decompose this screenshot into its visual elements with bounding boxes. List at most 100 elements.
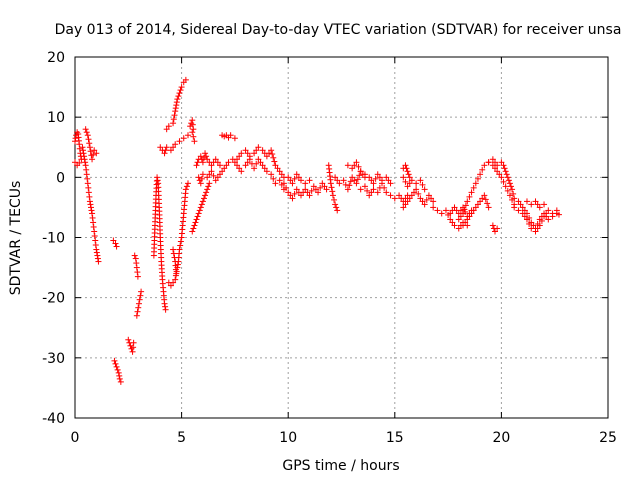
data-point bbox=[302, 180, 309, 187]
data-point bbox=[205, 183, 212, 190]
data-point bbox=[234, 156, 241, 163]
data-point bbox=[89, 214, 96, 221]
data-point bbox=[93, 246, 100, 253]
data-point bbox=[404, 198, 411, 205]
data-point bbox=[231, 135, 238, 142]
data-point bbox=[272, 180, 279, 187]
data-point bbox=[133, 260, 140, 267]
data-point bbox=[204, 156, 211, 163]
data-point bbox=[197, 153, 204, 160]
data-point bbox=[536, 204, 543, 211]
data-point bbox=[474, 201, 481, 208]
data-point bbox=[332, 201, 339, 208]
data-point bbox=[349, 165, 356, 172]
data-point bbox=[242, 147, 249, 154]
data-point bbox=[197, 204, 204, 211]
data-point bbox=[137, 292, 144, 299]
data-point bbox=[421, 201, 428, 208]
data-point bbox=[133, 312, 140, 319]
data-point bbox=[368, 189, 375, 196]
data-point bbox=[374, 171, 381, 178]
data-point bbox=[199, 159, 206, 166]
data-point bbox=[183, 183, 190, 190]
data-point bbox=[130, 344, 137, 351]
data-point bbox=[134, 273, 141, 280]
data-point bbox=[366, 174, 373, 181]
data-point bbox=[481, 192, 488, 199]
data-point bbox=[178, 84, 185, 91]
data-point bbox=[498, 159, 505, 166]
data-point bbox=[494, 162, 501, 169]
data-point bbox=[136, 296, 143, 303]
data-point bbox=[176, 90, 183, 97]
data-point bbox=[236, 153, 243, 160]
data-point bbox=[85, 189, 92, 196]
data-point bbox=[308, 187, 315, 194]
data-point bbox=[406, 180, 413, 187]
data-point bbox=[366, 192, 373, 199]
data-point bbox=[174, 96, 181, 103]
data-point bbox=[351, 162, 358, 169]
data-point bbox=[434, 207, 441, 214]
data-point bbox=[408, 177, 415, 184]
data-point bbox=[167, 147, 174, 154]
data-point bbox=[405, 171, 412, 178]
data-point bbox=[154, 174, 161, 181]
data-point bbox=[82, 159, 89, 166]
data-point bbox=[115, 369, 122, 376]
data-point bbox=[462, 219, 469, 226]
data-point bbox=[94, 255, 101, 262]
data-point bbox=[72, 159, 78, 166]
data-point bbox=[171, 112, 178, 119]
data-point bbox=[113, 243, 120, 250]
data-point bbox=[176, 138, 183, 145]
data-point bbox=[170, 250, 177, 257]
y-tick-label: 10 bbox=[47, 110, 65, 126]
data-point bbox=[502, 183, 509, 190]
data-point bbox=[285, 174, 292, 181]
data-point bbox=[76, 159, 83, 166]
data-point bbox=[368, 177, 375, 184]
data-point bbox=[85, 136, 92, 143]
data-point bbox=[133, 264, 140, 271]
data-point bbox=[402, 178, 409, 185]
data-point bbox=[274, 165, 281, 172]
data-point bbox=[413, 186, 420, 193]
data-point bbox=[344, 186, 351, 193]
data-point bbox=[545, 207, 552, 214]
data-point bbox=[306, 192, 313, 199]
data-point bbox=[189, 129, 196, 136]
data-point bbox=[291, 175, 298, 182]
data-point bbox=[134, 269, 141, 276]
data-point bbox=[234, 162, 241, 169]
data-point bbox=[113, 363, 120, 370]
data-point bbox=[511, 204, 518, 211]
data-point bbox=[347, 178, 354, 185]
data-point bbox=[297, 192, 304, 199]
data-point bbox=[81, 156, 88, 163]
data-point bbox=[212, 156, 219, 163]
data-point bbox=[253, 147, 260, 154]
data-point bbox=[259, 162, 266, 169]
data-point bbox=[364, 187, 371, 194]
data-point bbox=[332, 174, 339, 181]
x-tick-labels: 0 5 10 15 20 25 bbox=[71, 430, 617, 446]
data-point bbox=[357, 168, 364, 175]
data-point bbox=[353, 180, 360, 187]
data-point bbox=[464, 198, 471, 205]
data-point bbox=[370, 186, 377, 193]
data-point bbox=[90, 151, 97, 158]
data-point bbox=[555, 211, 562, 218]
data-point bbox=[400, 174, 407, 181]
data-point bbox=[449, 219, 456, 226]
data-point bbox=[238, 150, 245, 157]
data-point bbox=[197, 180, 204, 187]
y-tick-label: -30 bbox=[42, 351, 65, 367]
data-point bbox=[545, 216, 552, 223]
data-point bbox=[251, 165, 258, 172]
data-point bbox=[538, 217, 545, 224]
data-point bbox=[346, 182, 353, 189]
data-point bbox=[462, 202, 469, 209]
data-point bbox=[91, 147, 98, 154]
